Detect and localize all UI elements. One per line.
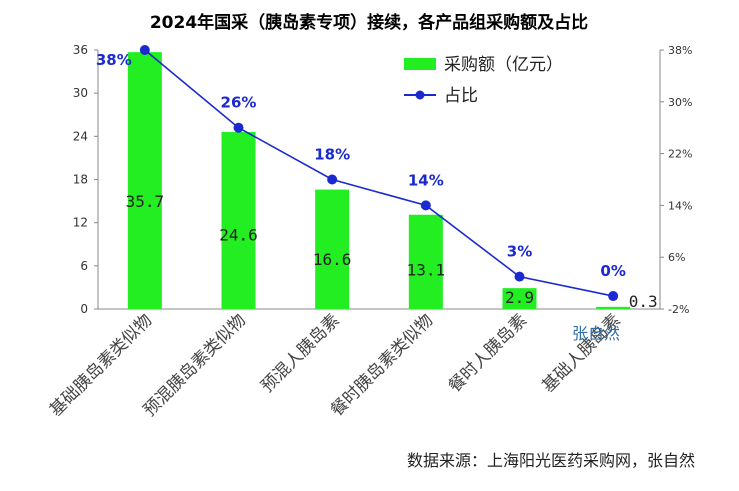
legend-line-marker — [415, 90, 425, 100]
line-marker — [608, 291, 619, 302]
left-axis-ticks: 0 6 12 18 24 30 36 — [73, 43, 98, 316]
left-tick-label: 12 — [73, 216, 88, 230]
line-marker — [514, 271, 525, 282]
right-tick-label: 38% — [668, 44, 692, 57]
bar — [502, 288, 537, 309]
bar — [315, 189, 350, 309]
left-tick-label: 6 — [80, 259, 88, 273]
percent-label: 0% — [600, 262, 625, 280]
percent-label: 38% — [96, 51, 132, 69]
right-tick-label: 14% — [668, 199, 692, 212]
bar-value-label: 24.6 — [219, 226, 258, 245]
percent-label: 26% — [221, 94, 257, 112]
category-label: 餐时人胰岛素 — [445, 310, 531, 396]
line-marker — [327, 174, 338, 185]
line-marker — [139, 45, 150, 55]
left-tick-label: 30 — [73, 86, 88, 100]
source-text: 数据来源：上海阳光医药采购网，张自然 — [407, 451, 695, 470]
bar — [408, 214, 443, 309]
right-axis-ticks: -2% 6% 14% 22% 30% 38% — [660, 44, 692, 316]
legend-bar-swatch — [404, 58, 436, 70]
bar — [221, 132, 256, 309]
right-tick-label: -2% — [668, 303, 689, 316]
legend-line-label: 占比 — [444, 86, 478, 106]
left-tick-label: 36 — [73, 43, 88, 57]
category-label: 预混人胰岛素 — [257, 310, 343, 396]
bar-series — [127, 52, 631, 310]
percent-label: 3% — [507, 243, 532, 261]
category-label: 预混胰岛素类似物 — [140, 310, 250, 420]
right-tick-label: 6% — [668, 251, 685, 264]
line-series — [139, 45, 619, 302]
line-marker — [420, 200, 431, 211]
chart-title: 2024年国采（胰岛素专项）接续，各产品组采购额及占比 — [150, 12, 588, 33]
bar-value-labels: 35.7 24.6 16.6 13.1 2.9 0.3 — [126, 192, 658, 311]
left-tick-label: 24 — [73, 129, 88, 143]
bar-value-label: 16.6 — [313, 250, 352, 269]
bar-value-label: 35.7 — [126, 192, 165, 211]
right-tick-label: 22% — [668, 148, 692, 161]
left-tick-label: 18 — [73, 173, 88, 187]
line-path — [144, 49, 614, 297]
percent-labels: 38% 26% 18% 14% 3% 0% — [96, 51, 626, 280]
bar-value-label: 13.1 — [407, 260, 446, 279]
percent-label: 18% — [314, 146, 350, 164]
percent-label: 14% — [408, 171, 444, 189]
legend: 采购额（亿元） 占比 — [404, 55, 563, 106]
legend-bar-label: 采购额（亿元） — [444, 55, 563, 75]
left-tick-label: 0 — [80, 302, 88, 316]
bar — [127, 52, 162, 310]
watermark-text: 张自然 — [572, 324, 620, 343]
category-label: 餐时胰岛素类似物 — [327, 310, 437, 420]
line-marker — [233, 122, 244, 133]
category-label: 基础胰岛素类似物 — [46, 310, 156, 420]
axes — [97, 50, 661, 310]
bar — [596, 306, 631, 309]
right-tick-label: 30% — [668, 96, 692, 109]
bar-value-label: 0.3 — [629, 292, 658, 311]
bar-value-label: 2.9 — [505, 288, 534, 307]
